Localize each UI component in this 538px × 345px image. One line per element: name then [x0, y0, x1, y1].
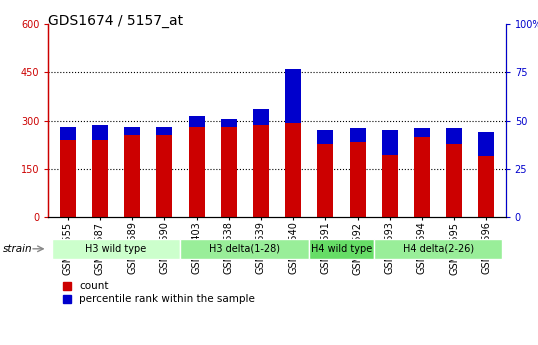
Bar — [414, 128, 430, 138]
Text: GDS1674 / 5157_at: GDS1674 / 5157_at — [48, 14, 183, 28]
Bar — [374, 239, 502, 259]
Bar — [253, 109, 269, 125]
Bar — [157, 127, 172, 135]
Bar — [180, 239, 309, 259]
Bar — [60, 140, 76, 217]
Bar — [382, 130, 398, 155]
Legend: count, percentile rank within the sample: count, percentile rank within the sample — [63, 281, 256, 304]
Bar — [92, 140, 108, 217]
Bar — [478, 132, 494, 156]
Bar — [124, 135, 140, 217]
Bar — [157, 135, 172, 217]
Bar — [124, 127, 140, 135]
Bar — [221, 119, 237, 217]
Bar — [92, 125, 108, 140]
Text: H3 delta(1-28): H3 delta(1-28) — [209, 244, 280, 254]
Bar — [350, 128, 366, 142]
Bar — [317, 144, 334, 217]
Bar — [382, 155, 398, 217]
Bar — [253, 109, 269, 217]
Bar — [317, 130, 334, 144]
Text: strain: strain — [3, 244, 32, 254]
Bar — [478, 156, 494, 217]
Bar — [285, 69, 301, 123]
Bar — [446, 128, 462, 144]
Bar — [188, 116, 204, 127]
Text: H4 delta(2-26): H4 delta(2-26) — [402, 244, 473, 254]
Bar — [188, 116, 204, 217]
Bar — [52, 239, 180, 259]
Bar — [309, 239, 374, 259]
Bar — [60, 127, 76, 140]
Bar — [285, 69, 301, 217]
Bar — [414, 138, 430, 217]
Bar — [446, 144, 462, 217]
Text: H4 wild type: H4 wild type — [311, 244, 372, 254]
Bar — [221, 119, 237, 127]
Bar — [350, 142, 366, 217]
Text: H3 wild type: H3 wild type — [86, 244, 147, 254]
